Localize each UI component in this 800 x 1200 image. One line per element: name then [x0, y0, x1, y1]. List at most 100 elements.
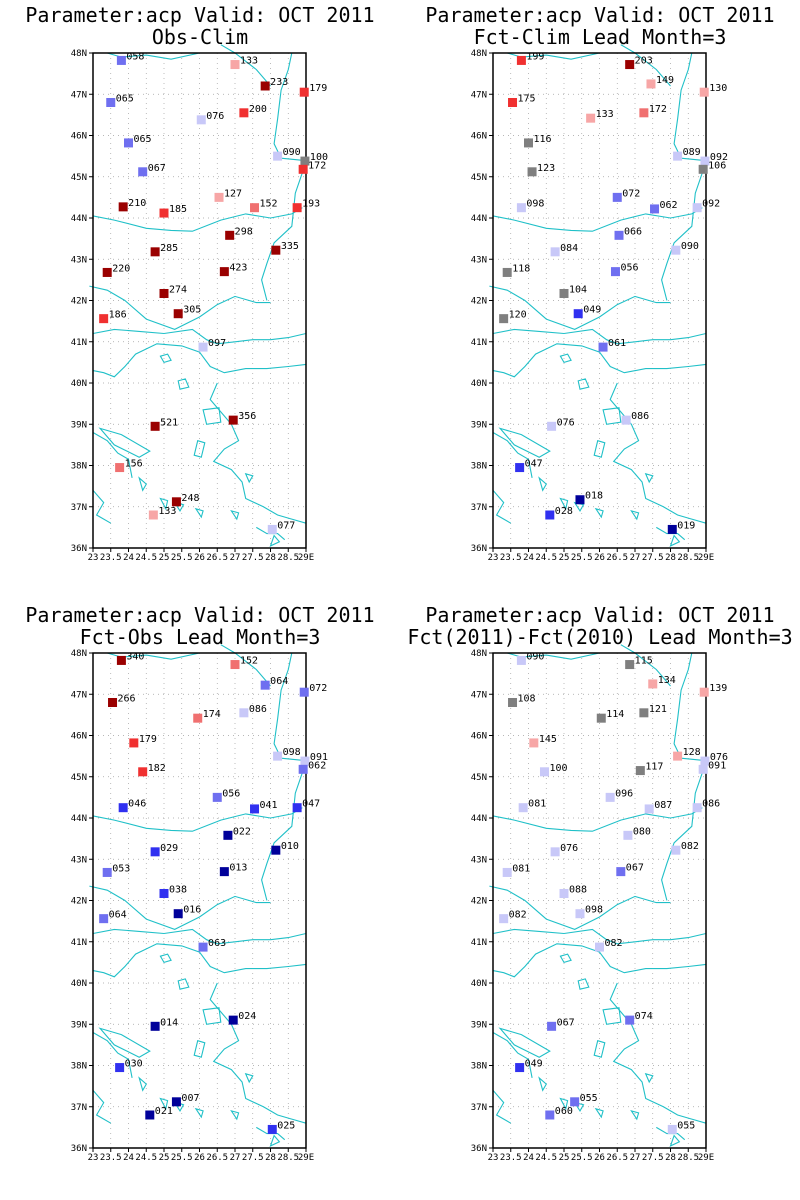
lat-tick-label: 37N: [471, 1103, 487, 1113]
station-value-label: 133: [596, 109, 614, 120]
lat-tick-label: 45N: [471, 773, 487, 783]
lat-tick-label: 37N: [71, 1103, 87, 1113]
station-value-label: 049: [583, 305, 601, 316]
station-marker: [212, 792, 222, 802]
lat-tick-label: 37N: [471, 503, 487, 513]
station-value-label: 047: [302, 799, 320, 810]
station-marker: [230, 60, 240, 70]
station-value-label: 100: [549, 763, 567, 774]
station-marker: [625, 660, 635, 670]
station-value-label: 049: [525, 1059, 543, 1070]
station-value-label: 056: [222, 788, 240, 799]
station-marker: [219, 867, 229, 877]
lat-tick-label: 41N: [71, 338, 87, 348]
station-value-label: 081: [512, 863, 530, 874]
station-value-label: 007: [181, 1093, 199, 1104]
station-marker: [271, 845, 281, 855]
station-value-label: 067: [557, 1017, 575, 1028]
station-marker: [230, 660, 240, 670]
lat-tick-label: 44N: [471, 814, 487, 824]
station-marker: [610, 267, 620, 277]
station-marker: [499, 314, 509, 324]
station-value-label: 186: [109, 310, 127, 321]
lon-tick-label: 26: [194, 553, 205, 563]
station-marker: [150, 421, 160, 431]
lat-tick-label: 38N: [71, 462, 87, 472]
station-value-label: 100: [310, 152, 328, 163]
station-value-label: 091: [310, 752, 328, 763]
station-marker: [673, 151, 683, 161]
lat-tick-label: 39N: [471, 1020, 487, 1030]
station-value-label: 014: [160, 1017, 178, 1028]
station-marker: [639, 108, 649, 118]
lon-tick-label: 29E: [698, 553, 714, 563]
station-value-label: 117: [645, 762, 663, 773]
station-value-label: 106: [708, 160, 726, 171]
station-value-label: 090: [526, 651, 544, 662]
station-value-label: 097: [208, 338, 226, 349]
station-marker: [115, 1063, 125, 1073]
station-value-label: 335: [281, 241, 299, 252]
station-marker: [124, 138, 133, 148]
station-value-label: 156: [125, 459, 143, 470]
station-marker: [515, 1063, 525, 1073]
lon-tick-label: 24.5: [535, 1153, 557, 1163]
lat-tick-label: 43N: [71, 855, 87, 865]
station-value-label: 118: [512, 263, 530, 274]
station-value-label: 521: [160, 417, 178, 428]
station-marker: [545, 510, 555, 520]
station-marker: [698, 164, 708, 174]
station-value-label: 086: [702, 799, 720, 810]
station-marker: [559, 888, 569, 898]
station-marker: [228, 1015, 238, 1025]
station-marker: [223, 830, 233, 840]
station-value-label: 356: [238, 411, 256, 422]
station-marker: [150, 1021, 160, 1031]
station-marker: [299, 687, 309, 697]
lon-tick-label: 25.5: [171, 1153, 193, 1163]
lat-tick-label: 41N: [471, 938, 487, 948]
station-marker: [650, 204, 660, 214]
station-marker: [625, 1015, 635, 1025]
lon-tick-label: 28.5: [677, 553, 699, 563]
lon-tick-label: 27.5: [242, 553, 264, 563]
station-value-label: 172: [308, 160, 326, 171]
lon-tick-label: 23: [488, 1153, 499, 1163]
lat-tick-label: 47N: [71, 690, 87, 700]
station-marker: [159, 208, 169, 218]
station-value-label: 029: [160, 843, 178, 854]
station-marker: [99, 314, 109, 324]
map-frame: 48N47N46N45N44N43N42N41N40N39N38N37N36N2…: [71, 44, 328, 563]
lat-tick-label: 42N: [471, 297, 487, 307]
station-marker: [116, 655, 126, 665]
station-marker: [250, 203, 260, 213]
station-map: 48N47N46N45N44N43N42N41N40N39N38N37N36N2…: [71, 644, 328, 1163]
lon-tick-label: 28.5: [677, 1153, 699, 1163]
station-value-label: 028: [555, 506, 573, 517]
station-marker: [605, 792, 615, 802]
grid-lines: [493, 653, 706, 1148]
station-marker: [108, 698, 118, 707]
station-value-label: 139: [709, 683, 727, 694]
station-marker: [298, 764, 308, 774]
station-value-label: 030: [125, 1059, 143, 1070]
lat-tick-label: 46N: [71, 132, 87, 142]
station-marker: [623, 830, 633, 840]
lat-tick-label: 36N: [471, 544, 487, 554]
station-marker: [539, 767, 549, 777]
station-value-label: 121: [649, 704, 667, 715]
station-value-label: 133: [240, 56, 258, 67]
station-marker: [547, 421, 557, 431]
station-value-label: 090: [283, 147, 301, 158]
station-map: 48N47N46N45N44N43N42N41N40N39N38N37N36N2…: [471, 644, 728, 1163]
station-marker: [671, 245, 681, 255]
station-marker: [129, 738, 139, 748]
station-marker: [692, 803, 702, 813]
station-marker: [596, 713, 606, 723]
station-marker: [671, 845, 681, 855]
station-value-label: 019: [677, 520, 695, 531]
station-marker: [102, 867, 112, 877]
station-marker: [159, 288, 169, 298]
lon-tick-label: 25: [159, 553, 170, 563]
